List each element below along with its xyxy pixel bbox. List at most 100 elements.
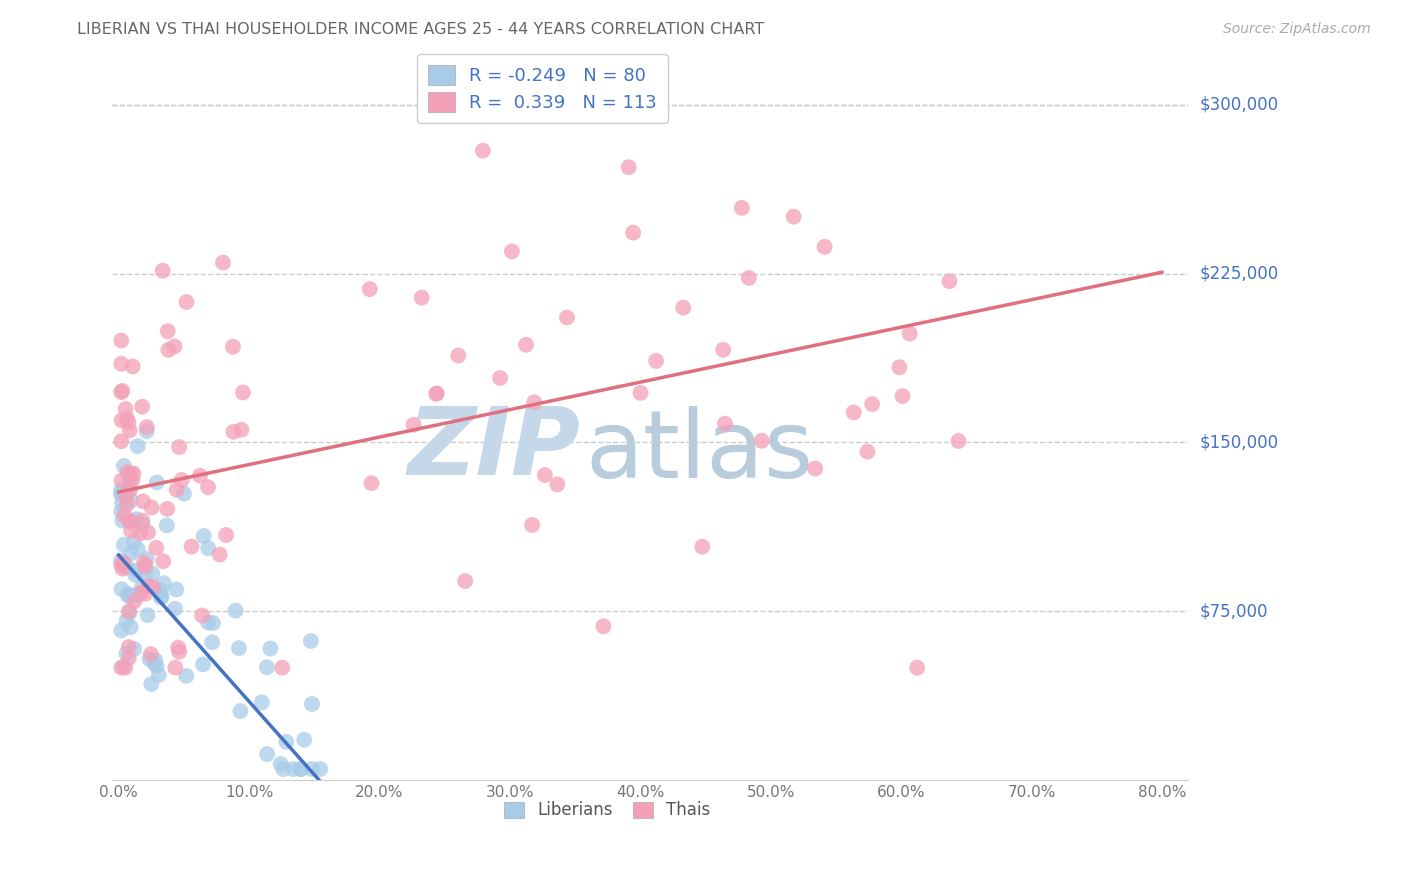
Text: $150,000: $150,000 [1199, 434, 1278, 451]
Point [143, 657, 166, 671]
Point [117, 587, 139, 601]
Point [145, 541, 167, 555]
Point [592, 619, 614, 633]
Point [645, 354, 668, 368]
Point [711, 343, 734, 357]
Point [135, 566, 157, 581]
Point [131, 580, 153, 594]
Point [692, 540, 714, 554]
Point [115, 560, 138, 574]
Point [301, 697, 323, 711]
Point [905, 661, 928, 675]
Point [131, 585, 153, 599]
Point [110, 357, 132, 371]
Point [738, 271, 761, 285]
Point [271, 762, 294, 776]
Point [141, 566, 163, 581]
Text: $75,000: $75,000 [1199, 602, 1268, 621]
Point [122, 641, 145, 656]
Point [163, 601, 186, 615]
Point [167, 640, 190, 655]
Point [120, 483, 142, 497]
Point [202, 616, 225, 631]
Point [120, 493, 142, 508]
Point [110, 413, 132, 427]
Point [250, 695, 273, 709]
Point [215, 528, 238, 542]
Point [163, 339, 186, 353]
Point [112, 660, 135, 674]
Point [117, 483, 139, 497]
Point [127, 588, 149, 602]
Point [115, 498, 138, 512]
Point [731, 201, 754, 215]
Point [115, 489, 138, 503]
Point [110, 483, 132, 497]
Point [938, 274, 960, 288]
Point [110, 474, 132, 488]
Point [127, 439, 149, 453]
Point [135, 552, 157, 566]
Point [856, 444, 879, 458]
Point [156, 324, 179, 338]
Point [118, 514, 141, 528]
Point [176, 295, 198, 310]
Point [197, 541, 219, 556]
Point [112, 556, 135, 570]
Point [138, 652, 160, 666]
Point [489, 371, 512, 385]
Point [131, 400, 153, 414]
Point [120, 620, 142, 634]
Point [290, 762, 312, 776]
Text: $300,000: $300,000 [1199, 95, 1278, 113]
Point [145, 659, 167, 673]
Point [131, 517, 153, 532]
Point [804, 461, 827, 475]
Point [534, 468, 557, 483]
Point [134, 559, 156, 574]
Point [225, 604, 247, 618]
Point [309, 762, 332, 776]
Point [136, 608, 159, 623]
Text: ZIP: ZIP [408, 403, 581, 495]
Point [110, 385, 132, 400]
Point [115, 411, 138, 425]
Point [118, 606, 141, 620]
Point [948, 434, 970, 448]
Point [156, 501, 179, 516]
Point [110, 505, 132, 519]
Point [425, 386, 447, 401]
Point [146, 475, 169, 490]
Point [188, 468, 211, 483]
Point [229, 704, 252, 718]
Point [124, 567, 146, 582]
Point [292, 732, 315, 747]
Point [125, 512, 148, 526]
Text: $225,000: $225,000 [1199, 265, 1278, 283]
Point [454, 574, 477, 588]
Point [134, 587, 156, 601]
Point [546, 477, 568, 491]
Point [141, 677, 163, 691]
Point [167, 440, 190, 454]
Point [782, 210, 804, 224]
Point [165, 582, 187, 597]
Point [120, 547, 142, 561]
Point [165, 661, 187, 675]
Point [121, 589, 143, 603]
Text: atlas: atlas [585, 407, 814, 499]
Point [891, 389, 914, 403]
Point [520, 517, 543, 532]
Point [112, 538, 135, 552]
Point [143, 653, 166, 667]
Point [256, 747, 278, 761]
Text: Source: ZipAtlas.com: Source: ZipAtlas.com [1223, 22, 1371, 37]
Point [111, 561, 134, 575]
Point [359, 282, 381, 296]
Point [259, 641, 281, 656]
Point [271, 661, 294, 675]
Point [222, 340, 245, 354]
Point [139, 647, 162, 661]
Point [276, 735, 298, 749]
Point [118, 651, 141, 665]
